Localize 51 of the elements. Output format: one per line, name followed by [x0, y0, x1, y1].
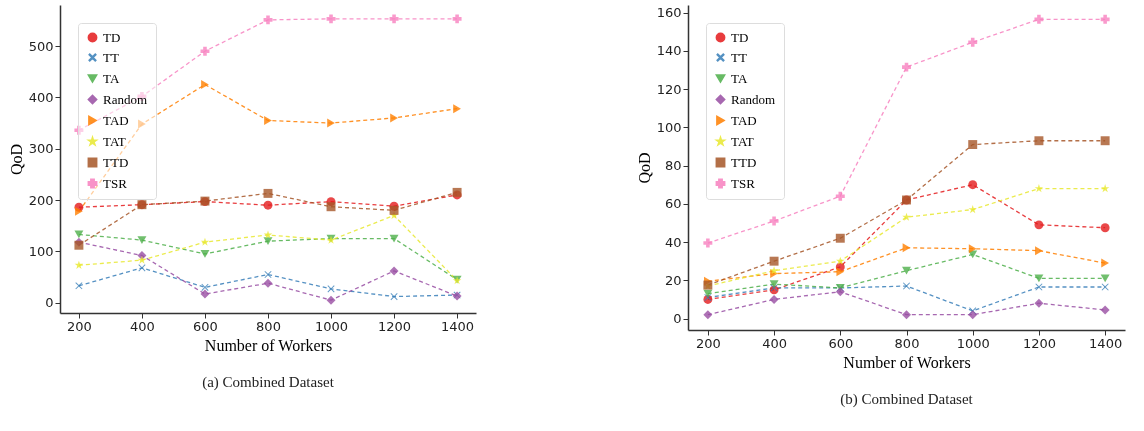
y-tick-label: 100: [28, 243, 54, 259]
x-tick-label: 400: [762, 335, 787, 351]
legend-label: Random: [731, 91, 776, 107]
y-tick-label: 200: [28, 192, 54, 208]
legend-label: TTD: [103, 154, 129, 170]
legend-label: TTD: [731, 154, 757, 170]
y-tick-label: 60: [664, 196, 682, 212]
legend-label: Random: [103, 91, 148, 107]
legend-label: TT: [731, 49, 747, 65]
x-tick-label: 1200: [378, 318, 412, 334]
y-tick-label: 140: [656, 43, 682, 59]
y-tick-label: 20: [664, 272, 682, 288]
x-tick-label: 1400: [441, 318, 475, 334]
legend-label: TAD: [103, 112, 129, 128]
x-axis-title: Number of Workers: [204, 336, 333, 354]
x-tick-label: 400: [130, 318, 155, 334]
y-tick-label: 100: [656, 119, 682, 135]
y-tick-label: 120: [656, 81, 682, 97]
legend-label: TAT: [103, 133, 126, 149]
text: (a) Combined Dataset: [202, 374, 335, 391]
x-tick-label: 600: [193, 318, 218, 334]
x-tick-label: 600: [828, 335, 854, 351]
y-tick-label: 500: [28, 38, 54, 54]
y-tick-label: 40: [664, 234, 682, 250]
legend-label: TSR: [731, 175, 756, 191]
legend-label: TSR: [103, 175, 128, 191]
y-tick-label: 300: [28, 141, 54, 157]
y-tick-label: 400: [28, 89, 54, 105]
legend-label: TAT: [731, 133, 754, 149]
x-axis-title: Number of Workers: [843, 353, 971, 371]
x-tick-label: 200: [695, 335, 721, 351]
x-tick-label: 800: [256, 318, 281, 334]
text: (b) Combined Dataset: [840, 391, 974, 408]
y-axis-title: QoD: [635, 152, 653, 184]
y-tick-label: 160: [656, 5, 682, 21]
y-tick-label: 80: [664, 158, 682, 174]
x-tick-label: 1000: [956, 335, 990, 351]
y-tick-label: 0: [45, 295, 54, 311]
legend-label: TA: [731, 70, 748, 86]
legend-label: TAD: [731, 112, 757, 128]
y-tick-label: 0: [673, 311, 682, 327]
x-tick-label: 1400: [1089, 335, 1123, 351]
x-tick-label: 1000: [314, 318, 349, 334]
legend-label: TT: [103, 49, 119, 65]
x-tick-label: 200: [67, 318, 92, 334]
legend-label: TD: [731, 29, 749, 45]
x-tick-label: 800: [894, 335, 920, 351]
x-tick-label: 1200: [1022, 335, 1056, 351]
y-axis-title: QoD: [7, 143, 25, 176]
legend-label: TD: [103, 29, 121, 45]
legend-label: TA: [103, 70, 120, 86]
